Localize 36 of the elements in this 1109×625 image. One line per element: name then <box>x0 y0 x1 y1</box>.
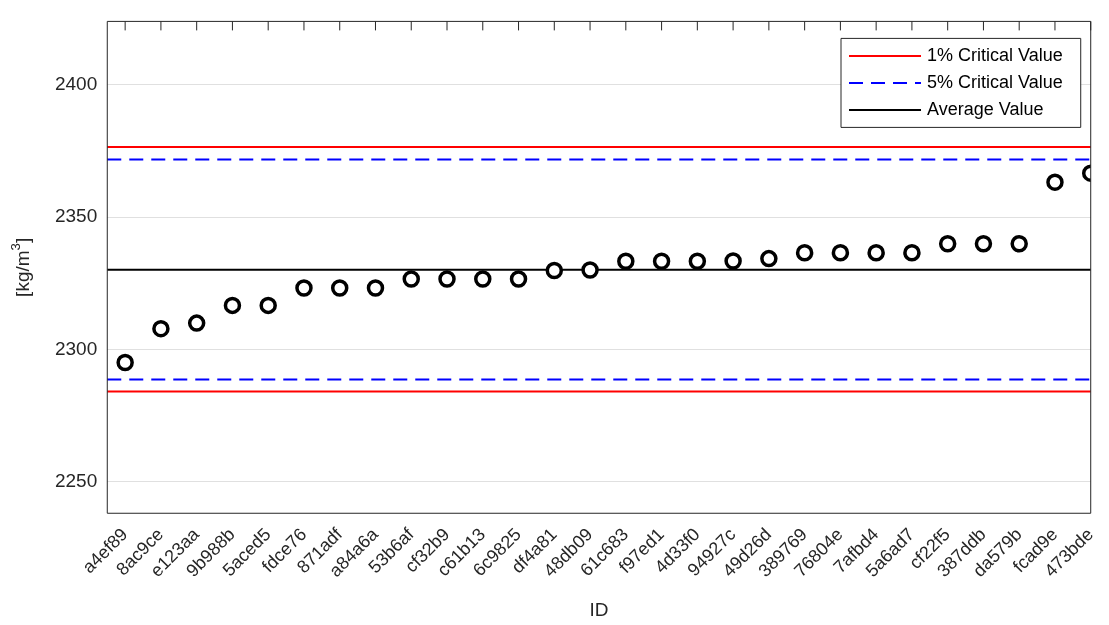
y-axis-title: [kg/m3] <box>8 237 34 297</box>
legend-label: Average Value <box>927 98 1044 119</box>
point <box>724 252 742 270</box>
point <box>974 235 993 253</box>
y-tick-label: 2400 <box>54 73 98 95</box>
y-tick-label: 2300 <box>54 337 98 359</box>
legend-label: 5% Critical Value <box>927 71 1063 92</box>
point <box>509 270 528 288</box>
point <box>474 270 492 288</box>
point <box>223 296 242 315</box>
point <box>259 296 277 315</box>
point <box>187 314 206 332</box>
point <box>652 252 671 270</box>
point <box>330 279 349 297</box>
point <box>402 270 420 288</box>
point <box>545 261 564 280</box>
y-tick-label: 2250 <box>54 469 98 491</box>
point <box>152 319 170 338</box>
point <box>867 244 885 262</box>
x-axis-title: ID <box>589 598 609 620</box>
point <box>581 261 599 279</box>
point <box>938 235 957 253</box>
y-tick-label: 2350 <box>54 205 98 227</box>
point <box>1010 235 1028 253</box>
point <box>795 244 814 262</box>
point <box>760 249 778 268</box>
legend-label: 1% Critical Value <box>927 44 1063 65</box>
point <box>831 244 850 262</box>
point <box>438 270 456 288</box>
point <box>903 244 921 262</box>
point <box>617 252 635 270</box>
point <box>1046 173 1064 191</box>
point <box>116 353 134 372</box>
point <box>688 252 707 270</box>
point <box>295 279 313 297</box>
point <box>366 279 385 297</box>
